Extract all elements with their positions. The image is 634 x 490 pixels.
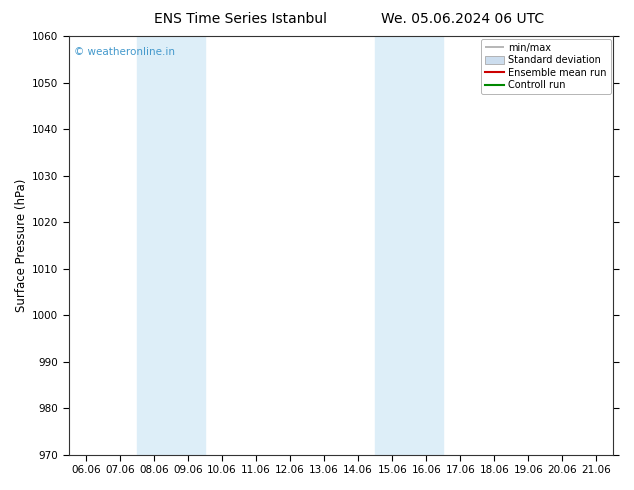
Bar — [137, 36, 205, 455]
Text: We. 05.06.2024 06 UTC: We. 05.06.2024 06 UTC — [381, 12, 545, 26]
Text: © weatheronline.in: © weatheronline.in — [74, 47, 175, 57]
Y-axis label: Surface Pressure (hPa): Surface Pressure (hPa) — [15, 179, 28, 312]
Legend: min/max, Standard deviation, Ensemble mean run, Controll run: min/max, Standard deviation, Ensemble me… — [481, 39, 611, 94]
Bar — [375, 36, 443, 455]
Text: ENS Time Series Istanbul: ENS Time Series Istanbul — [155, 12, 327, 26]
